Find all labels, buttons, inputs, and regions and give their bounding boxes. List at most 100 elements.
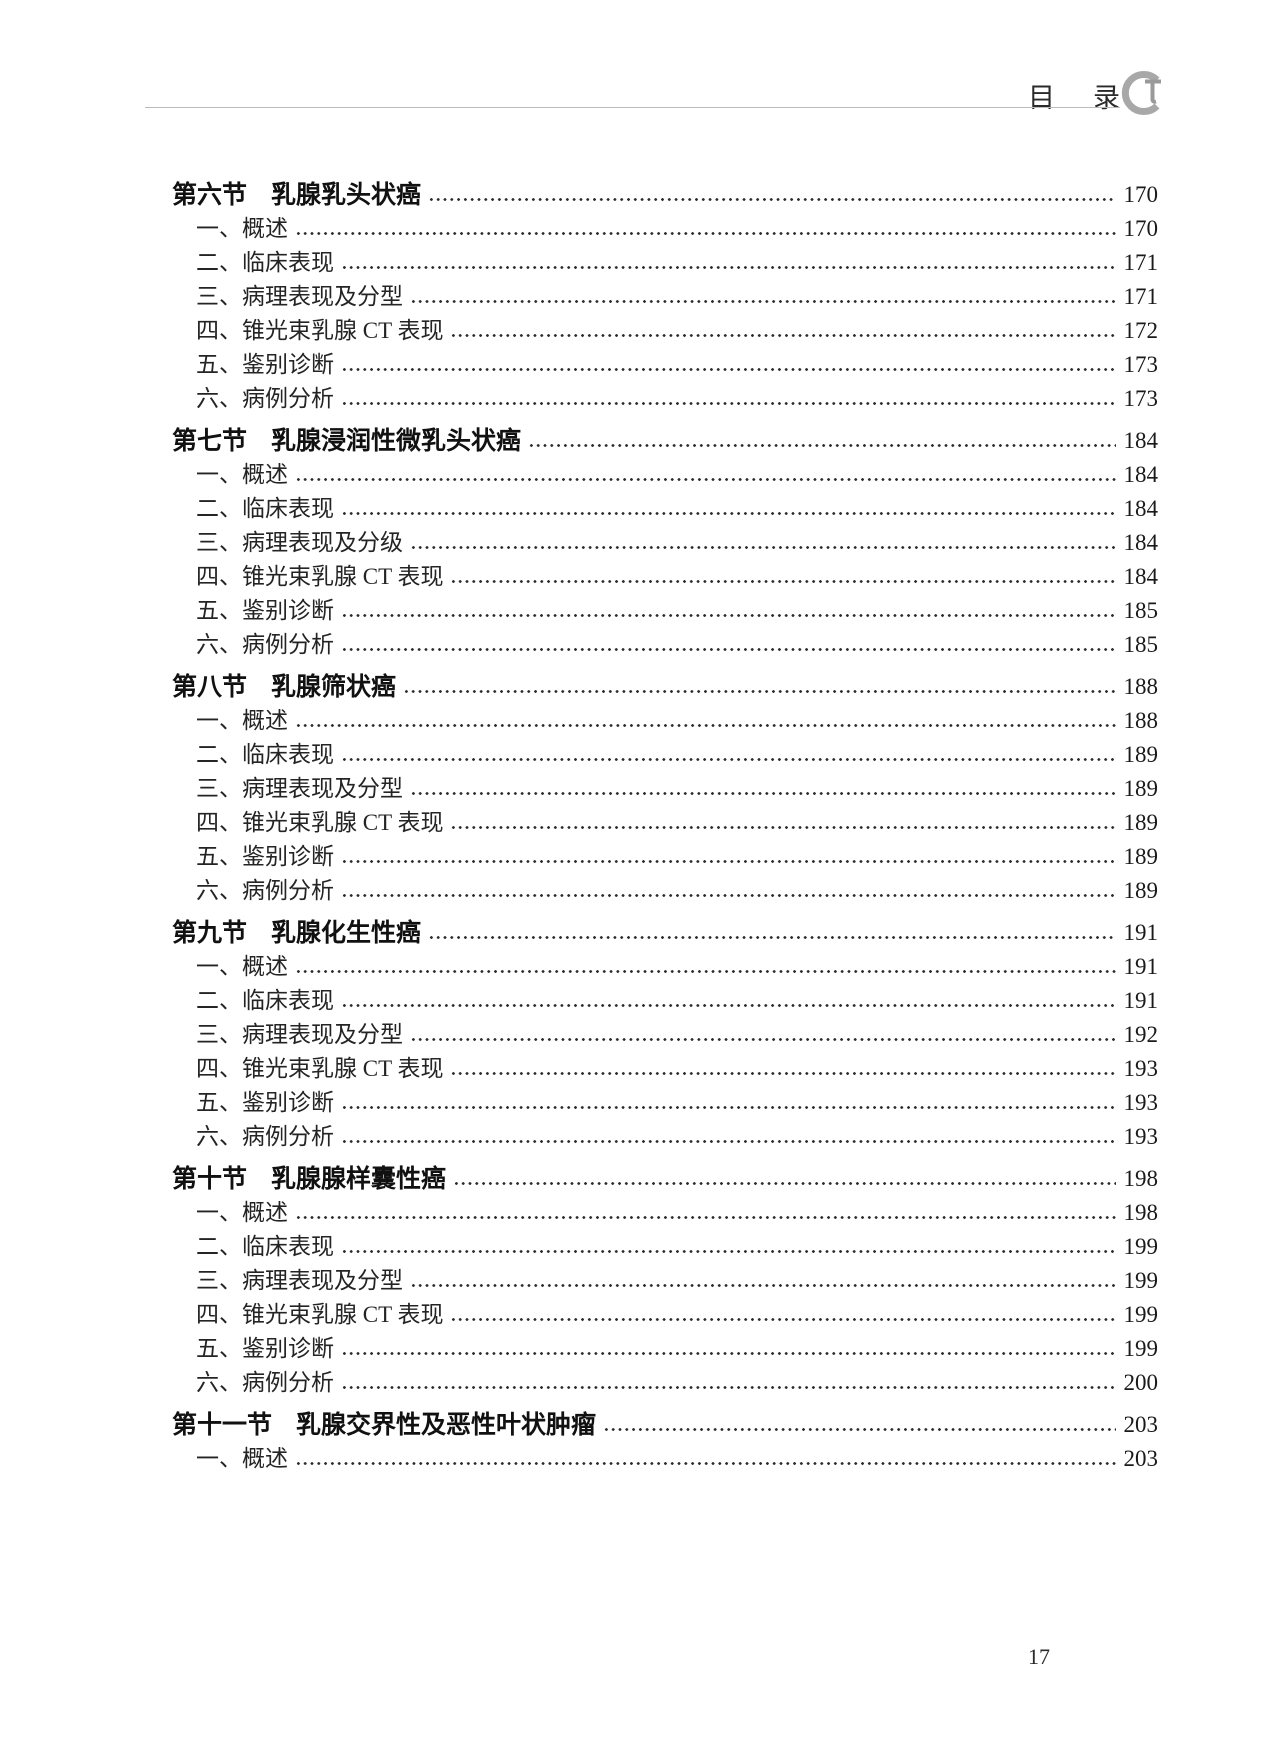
entry-label: 三、病理表现及分型 [196,1268,403,1293]
entry-page-number: 188 [1123,708,1159,733]
toc-entry: 二、临床表现 191 [172,984,1158,1018]
section-page-number: 191 [1123,920,1159,945]
section-items: 一、概述 203 [172,1442,1158,1476]
dot-leader [341,1230,1116,1264]
entry-page-number: 170 [1123,216,1159,241]
section-title: 乳腺乳头状癌 [271,181,422,209]
dot-leader [450,314,1116,348]
section-title: 乳腺化生性癌 [271,919,422,947]
entry-label: 一、概述 [196,708,288,733]
entry-page-number: 191 [1123,954,1159,979]
section-title: 乳腺腺样囊性癌 [271,1165,447,1193]
entry-page-number: 171 [1123,250,1159,275]
entry-label: 四、锥光束乳腺 CT 表现 [196,1302,444,1327]
toc-section-header: 第十节 乳腺腺样囊性癌 198 [172,1162,1158,1196]
toc-section-header: 第八节 乳腺筛状癌 188 [172,670,1158,704]
dot-leader [410,1264,1116,1298]
toc-entry: 二、临床表现 199 [172,1230,1158,1264]
dot-leader [341,1120,1116,1154]
dot-leader [295,458,1116,492]
section-label: 第六节 [172,181,248,209]
toc-entry: 三、病理表现及分型 192 [172,1018,1158,1052]
dot-leader [295,212,1116,246]
entry-label: 一、概述 [196,1200,288,1225]
dot-leader [341,738,1116,772]
toc-entry: 二、临床表现 171 [172,246,1158,280]
entry-label: 五、鉴别诊断 [196,1336,334,1361]
dot-leader [428,916,1116,950]
dot-leader [341,1332,1116,1366]
dot-leader [428,178,1116,212]
toc-entry: 四、锥光束乳腺 CT 表现 172 [172,314,1158,348]
entry-page-number: 198 [1123,1200,1159,1225]
entry-page-number: 184 [1123,564,1159,589]
dot-leader [341,382,1116,416]
entry-label: 三、病理表现及分型 [196,284,403,309]
toc-entry: 三、病理表现及分型 199 [172,1264,1158,1298]
toc-section-header: 第十一节 乳腺交界性及恶性叶状肿瘤 203 [172,1408,1158,1442]
section-items: 一、概述 188 二、临床表现 189 三、病理表现及分型 189 四、锥光束乳… [172,704,1158,908]
toc-entry: 五、鉴别诊断 193 [172,1086,1158,1120]
dot-leader [341,1086,1116,1120]
entry-label: 六、病例分析 [196,1370,334,1395]
toc-section: 第七节 乳腺浸润性微乳头状癌 184 一、概述 184 二、临床表现 184 三… [172,424,1158,662]
dot-leader [450,1052,1116,1086]
toc-entry: 一、概述 184 [172,458,1158,492]
entry-page-number: 193 [1123,1124,1159,1149]
entry-label: 四、锥光束乳腺 CT 表现 [196,318,444,343]
entry-label: 四、锥光束乳腺 CT 表现 [196,564,444,589]
entry-page-number: 191 [1123,988,1159,1013]
entry-label: 三、病理表现及分级 [196,530,403,555]
table-of-contents: 第六节 乳腺乳头状癌 170 一、概述 170 二、临床表现 171 三、病理表… [172,178,1158,1476]
toc-entry: 四、锥光束乳腺 CT 表现 193 [172,1052,1158,1086]
entry-page-number: 184 [1123,462,1159,487]
entry-label: 二、临床表现 [196,496,334,521]
dot-leader [295,704,1116,738]
entry-page-number: 199 [1123,1336,1159,1361]
entry-page-number: 173 [1123,386,1159,411]
entry-page-number: 185 [1123,632,1159,657]
toc-entry: 三、病理表现及分型 171 [172,280,1158,314]
dot-leader [295,1196,1116,1230]
dot-leader [341,492,1116,526]
section-items: 一、概述 184 二、临床表现 184 三、病理表现及分级 184 四、锥光束乳… [172,458,1158,662]
toc-entry: 六、病例分析 185 [172,628,1158,662]
toc-section-header: 第九节 乳腺化生性癌 191 [172,916,1158,950]
dot-leader [450,560,1116,594]
dot-leader [410,772,1116,806]
dot-leader [341,594,1116,628]
dot-leader [453,1162,1116,1196]
dot-leader [341,840,1116,874]
dot-leader [603,1408,1116,1442]
section-title: 乳腺交界性及恶性叶状肿瘤 [296,1411,597,1439]
entry-page-number: 192 [1123,1022,1159,1047]
toc-section: 第八节 乳腺筛状癌 188 一、概述 188 二、临床表现 189 三、病理表现… [172,670,1158,908]
dot-leader [341,984,1116,1018]
dot-leader [341,246,1116,280]
entry-page-number: 199 [1123,1302,1159,1327]
dot-leader [410,280,1116,314]
entry-label: 五、鉴别诊断 [196,844,334,869]
entry-label: 一、概述 [196,462,288,487]
dot-leader [450,806,1116,840]
entry-label: 五、鉴别诊断 [196,1090,334,1115]
section-page-number: 170 [1123,182,1159,207]
section-title: 乳腺浸润性微乳头状癌 [271,427,522,455]
toc-entry: 二、临床表现 189 [172,738,1158,772]
dot-leader [341,1366,1116,1400]
folio-page-number: 17 [1028,1644,1050,1669]
entry-page-number: 189 [1123,742,1159,767]
entry-label: 四、锥光束乳腺 CT 表现 [196,1056,444,1081]
entry-label: 一、概述 [196,954,288,979]
entry-label: 一、概述 [196,216,288,241]
section-page-number: 188 [1123,674,1159,699]
section-items: 一、概述 191 二、临床表现 191 三、病理表现及分型 192 四、锥光束乳… [172,950,1158,1154]
page-title: 目 录 [1028,76,1120,115]
header-divider [145,107,1120,108]
entry-label: 三、病理表现及分型 [196,776,403,801]
entry-page-number: 189 [1123,810,1159,835]
entry-page-number: 184 [1123,530,1159,555]
toc-entry: 五、鉴别诊断 173 [172,348,1158,382]
dot-leader [410,1018,1116,1052]
toc-entry: 六、病例分析 193 [172,1120,1158,1154]
